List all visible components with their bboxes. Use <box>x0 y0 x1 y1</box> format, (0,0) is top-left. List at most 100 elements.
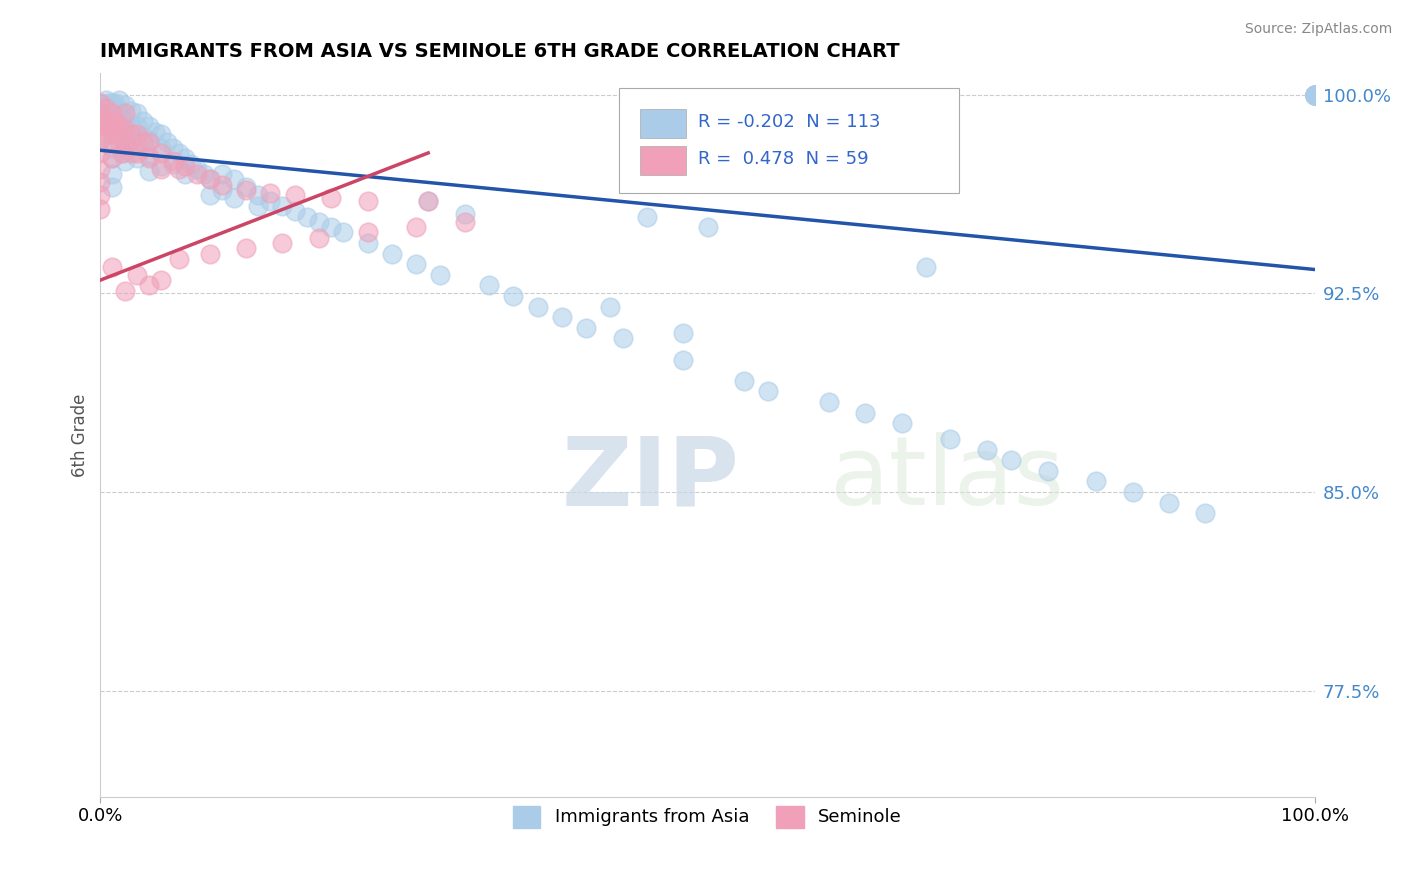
Point <box>107 122 129 136</box>
Text: R =  0.478  N = 59: R = 0.478 N = 59 <box>697 150 869 168</box>
Point <box>169 145 191 160</box>
Point <box>114 138 136 153</box>
Point <box>89 95 111 110</box>
Point <box>198 246 221 260</box>
Point <box>319 220 342 235</box>
Point <box>818 395 841 409</box>
Point <box>174 167 197 181</box>
Point <box>672 352 695 367</box>
Point <box>132 130 155 145</box>
Point <box>105 106 128 120</box>
Point <box>1194 506 1216 520</box>
Point <box>125 128 148 142</box>
Point <box>156 136 179 150</box>
Point <box>89 145 111 160</box>
Legend: Immigrants from Asia, Seminole: Immigrants from Asia, Seminole <box>506 798 908 835</box>
Point <box>733 374 755 388</box>
Point <box>193 167 215 181</box>
Point <box>247 188 270 202</box>
Point <box>211 167 233 181</box>
Point <box>89 114 111 128</box>
Point <box>308 230 330 244</box>
Point <box>96 101 118 115</box>
Point <box>98 120 121 134</box>
Point <box>1303 87 1326 102</box>
Point <box>1157 496 1180 510</box>
Point <box>96 101 118 115</box>
Point <box>575 320 598 334</box>
Text: IMMIGRANTS FROM ASIA VS SEMINOLE 6TH GRADE CORRELATION CHART: IMMIGRANTS FROM ASIA VS SEMINOLE 6TH GRA… <box>100 42 900 61</box>
Point <box>1303 87 1326 102</box>
Point <box>101 180 124 194</box>
Point <box>101 167 124 181</box>
Point <box>150 128 173 142</box>
Point <box>104 95 127 110</box>
Point <box>89 106 111 120</box>
Point <box>356 226 378 240</box>
Point <box>222 172 245 186</box>
Point <box>89 188 111 202</box>
Point <box>101 136 124 150</box>
Point <box>247 199 270 213</box>
Point <box>162 153 184 168</box>
Text: ZIP: ZIP <box>562 432 740 525</box>
Point <box>1303 87 1326 102</box>
Point <box>132 114 155 128</box>
Point <box>332 226 354 240</box>
Point <box>976 442 998 457</box>
Point <box>107 120 129 134</box>
Point <box>138 148 160 162</box>
Point <box>284 188 307 202</box>
Point <box>186 161 208 176</box>
Text: Source: ZipAtlas.com: Source: ZipAtlas.com <box>1244 22 1392 37</box>
Point <box>101 106 124 120</box>
Point <box>198 172 221 186</box>
Point <box>405 257 427 271</box>
Point <box>259 186 281 200</box>
Point <box>101 95 124 110</box>
Point <box>101 260 124 274</box>
Point <box>125 106 148 120</box>
Point <box>89 95 111 110</box>
Point <box>108 103 131 118</box>
Point <box>138 164 160 178</box>
Point <box>114 98 136 112</box>
Point <box>138 136 160 150</box>
Point <box>125 268 148 282</box>
Point <box>169 252 191 266</box>
Point <box>132 136 155 150</box>
Point <box>111 128 134 142</box>
Point <box>101 128 124 142</box>
Point <box>101 140 124 154</box>
Point <box>120 133 142 147</box>
Point <box>599 300 621 314</box>
Point <box>89 202 111 216</box>
Point <box>107 93 129 107</box>
Point <box>284 204 307 219</box>
Point <box>756 384 779 399</box>
Point <box>636 210 658 224</box>
Point <box>235 241 257 255</box>
Point <box>89 120 111 134</box>
Bar <box>640 109 686 137</box>
Point <box>125 145 148 160</box>
Point <box>138 151 160 165</box>
Bar <box>640 145 686 175</box>
Point <box>211 178 233 192</box>
Point <box>162 156 184 170</box>
Point <box>612 331 634 345</box>
Point <box>98 106 121 120</box>
Point <box>939 432 962 446</box>
Point <box>120 103 142 118</box>
Point <box>1303 87 1326 102</box>
Point <box>101 120 124 134</box>
Point <box>319 191 342 205</box>
Point <box>150 273 173 287</box>
Point <box>114 122 136 136</box>
Point <box>478 278 501 293</box>
Text: R = -0.202  N = 113: R = -0.202 N = 113 <box>697 113 880 131</box>
Point <box>101 151 124 165</box>
Point <box>125 120 148 134</box>
Point <box>138 120 160 134</box>
Point <box>1303 87 1326 102</box>
